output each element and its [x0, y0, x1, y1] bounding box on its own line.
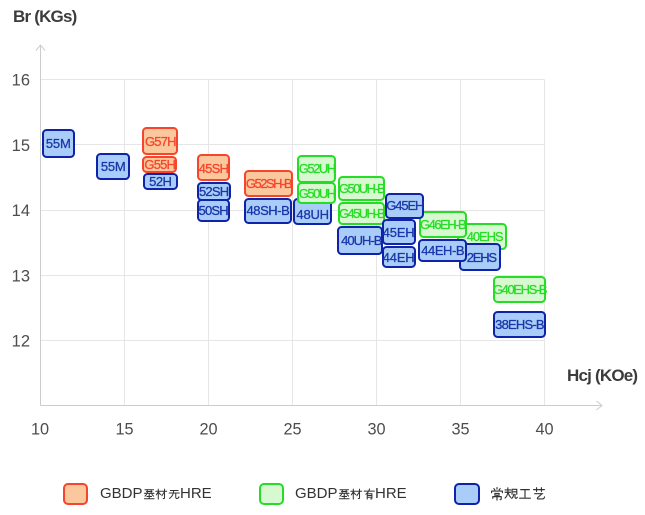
- svg-text:15: 15: [115, 421, 133, 439]
- svg-text:13: 13: [12, 267, 30, 285]
- svg-text:Hcj (KOe): Hcj (KOe): [567, 366, 637, 385]
- svg-text:16: 16: [12, 72, 30, 90]
- svg-text:40: 40: [535, 421, 553, 439]
- svg-text:14: 14: [12, 202, 30, 220]
- svg-text:25: 25: [283, 421, 301, 439]
- svg-text:35: 35: [451, 421, 469, 439]
- svg-text:12: 12: [12, 333, 30, 351]
- svg-text:Br (KGs): Br (KGs): [13, 7, 77, 26]
- svg-text:30: 30: [367, 421, 385, 439]
- svg-text:10: 10: [31, 421, 49, 439]
- svg-text:20: 20: [199, 421, 217, 439]
- svg-text:15: 15: [12, 137, 30, 155]
